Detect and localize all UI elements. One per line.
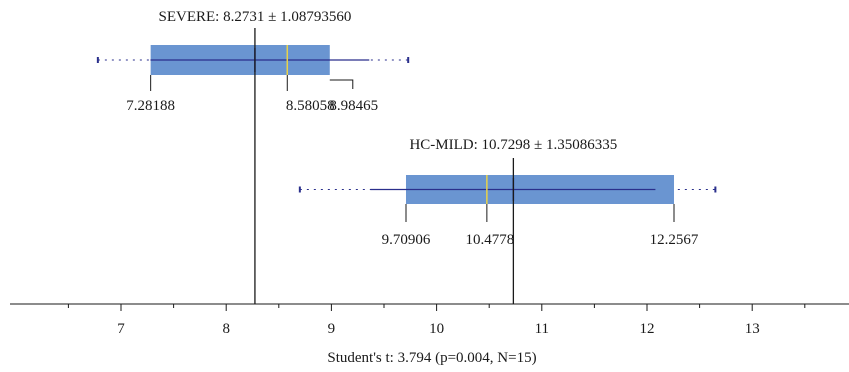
severe-q3-callout — [329, 79, 354, 89]
x-tick-label-10: 10 — [429, 321, 444, 337]
x-tick-label-12: 12 — [640, 321, 655, 337]
plot-area: 7 8 9 10 11 12 13 SEVERE: 8.2731 ± 1.08793560 7.… — [10, 9, 849, 337]
severe-summary-label: SEVERE: 8.2731 ± 1.08793560 — [159, 9, 352, 25]
x-tick-label-9: 9 — [328, 321, 336, 337]
x-tick-label-8: 8 — [222, 321, 230, 337]
severe-median-label: 8.58058 — [286, 98, 335, 114]
x-tick-label-11: 11 — [535, 321, 549, 337]
hc-mild-q3-label: 12.2567 — [650, 232, 699, 248]
hc-mild-q1-label: 9.70906 — [382, 232, 431, 248]
hc-mild-median-label: 10.4778 — [465, 232, 514, 248]
severe-q1-label: 7.28188 — [126, 98, 175, 114]
x-axis-label: Student's t: 3.794 (p=0.004, N=15) — [327, 350, 536, 366]
severe-q3-label: 8.98465 — [329, 98, 378, 114]
x-tick-label-13: 13 — [745, 321, 760, 337]
hc-mild-summary-label: HC-MILD: 10.7298 ± 1.35086335 — [409, 137, 617, 153]
x-tick-label-7: 7 — [117, 321, 125, 337]
